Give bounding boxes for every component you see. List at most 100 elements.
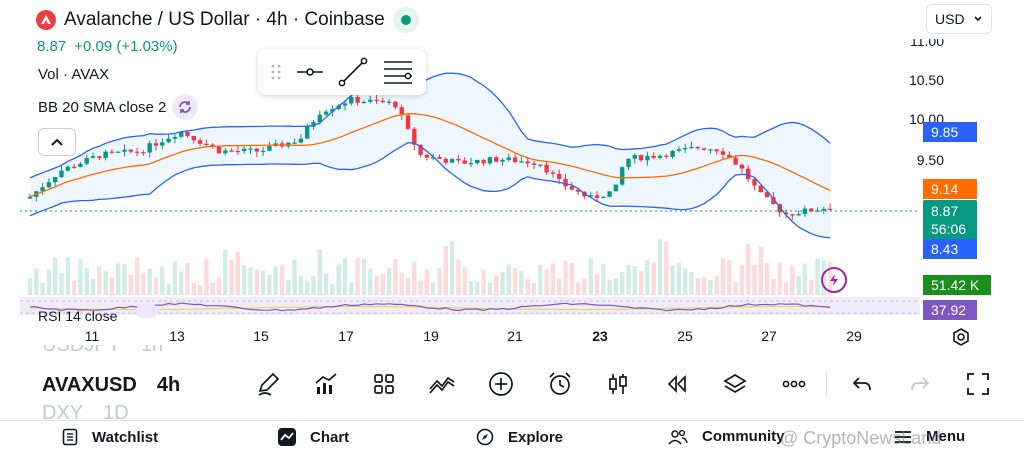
symbol-item[interactable]: USDJPY 1h bbox=[42, 345, 182, 359]
nav-community[interactable]: Community bbox=[668, 428, 785, 445]
candle-body bbox=[544, 164, 549, 173]
volume-bar bbox=[197, 284, 203, 295]
candle-body bbox=[771, 197, 776, 205]
volume-tag: 51.42 K bbox=[923, 275, 991, 295]
volume-bar bbox=[525, 279, 530, 295]
rsi-legend[interactable]: RSI 14 close bbox=[38, 308, 118, 324]
bb-upper-line bbox=[29, 72, 831, 179]
rsi-pane-background bbox=[20, 297, 920, 315]
layers-icon[interactable] bbox=[719, 368, 751, 400]
candle-body bbox=[689, 147, 694, 149]
bb-basis-line bbox=[29, 113, 831, 198]
volume-bar bbox=[462, 267, 467, 295]
candle-body bbox=[739, 164, 745, 169]
nav-explore[interactable]: Explore bbox=[476, 428, 563, 446]
price-tick: 10.50 bbox=[908, 72, 944, 88]
volume-bar bbox=[494, 275, 499, 295]
volume-bar bbox=[242, 265, 247, 295]
watermark-text: @ CryptoNewsLand bbox=[780, 428, 942, 448]
rsi-refresh-icon[interactable] bbox=[136, 304, 158, 318]
candle-body bbox=[128, 149, 133, 152]
volume-bar bbox=[802, 263, 808, 295]
candle-body bbox=[500, 159, 505, 162]
indicators-icon[interactable] bbox=[310, 368, 342, 400]
candle-body bbox=[78, 163, 83, 167]
toolbar-divider bbox=[826, 370, 827, 398]
volume-bar bbox=[267, 274, 272, 295]
fullscreen-icon[interactable] bbox=[962, 368, 994, 400]
candle-body bbox=[758, 185, 763, 193]
horizontal-ray-icon[interactable] bbox=[296, 65, 324, 79]
alert-clock-icon[interactable] bbox=[544, 368, 576, 400]
candle-body bbox=[40, 187, 45, 192]
candle-body bbox=[71, 166, 77, 168]
more-icon[interactable] bbox=[778, 368, 810, 400]
volume-bar bbox=[588, 258, 593, 295]
candle-body bbox=[683, 147, 688, 150]
nav-chart[interactable]: Chart bbox=[278, 428, 349, 446]
market-open-status-icon[interactable] bbox=[392, 7, 419, 33]
volume-bar bbox=[248, 267, 253, 295]
volume-bar bbox=[701, 277, 707, 295]
candle-body bbox=[116, 151, 121, 153]
volume-bar bbox=[431, 282, 436, 295]
nav-watchlist[interactable]: Watchlist bbox=[62, 428, 158, 446]
undo-icon[interactable] bbox=[846, 368, 878, 400]
volume-bar bbox=[594, 273, 600, 295]
symbol-item[interactable]: DXY 1D bbox=[42, 401, 129, 421]
candle-body bbox=[519, 161, 524, 163]
symbol-title[interactable]: Avalanche / US Dollar · 4h · Coinbase bbox=[64, 9, 385, 30]
volume-bar bbox=[500, 272, 505, 295]
redo-icon[interactable] bbox=[904, 368, 936, 400]
drawing-toolbar[interactable] bbox=[258, 49, 426, 95]
volume-bar bbox=[317, 249, 322, 295]
symbol-switcher[interactable]: USDJPY 1h AVAXUSD 4h DXY 1D bbox=[42, 345, 182, 420]
currency-select[interactable]: USD bbox=[926, 4, 992, 34]
rsi-ma-line bbox=[29, 306, 831, 310]
bollinger-legend[interactable]: BB 20 SMA close 2 bbox=[38, 94, 199, 120]
candle-body bbox=[248, 148, 253, 150]
candle-body bbox=[783, 212, 789, 215]
refresh-icon[interactable] bbox=[172, 94, 199, 120]
candle-body bbox=[292, 142, 297, 144]
layouts-icon[interactable] bbox=[368, 368, 400, 400]
candle-body bbox=[708, 149, 713, 151]
candles-icon[interactable] bbox=[602, 368, 634, 400]
drag-handle-icon[interactable] bbox=[271, 63, 281, 81]
symbol-legend[interactable]: Avalanche / US Dollar · 4h · Coinbase bbox=[36, 7, 419, 33]
date-label: 17 bbox=[338, 328, 354, 344]
add-icon[interactable] bbox=[485, 368, 517, 400]
trend-line-icon[interactable] bbox=[338, 57, 368, 87]
community-icon bbox=[668, 429, 688, 445]
volume-bar bbox=[355, 257, 360, 295]
volume-bar bbox=[582, 278, 587, 295]
last-price-value: 8.87 bbox=[931, 203, 959, 219]
volume-bar bbox=[626, 265, 631, 295]
volume-bar bbox=[657, 239, 663, 295]
alert-lightning-icon[interactable] bbox=[821, 267, 847, 293]
volume-bar bbox=[229, 259, 234, 295]
candle-body bbox=[481, 159, 486, 164]
candle-body bbox=[657, 155, 663, 158]
volume-bar bbox=[544, 269, 549, 295]
volume-bar bbox=[418, 280, 423, 295]
candle-body bbox=[368, 99, 373, 102]
candle-body bbox=[601, 196, 606, 199]
pencil-icon[interactable] bbox=[252, 368, 284, 400]
chart-settings-icon[interactable] bbox=[948, 324, 974, 350]
fib-lines-icon[interactable] bbox=[383, 58, 413, 86]
volume-bar bbox=[752, 264, 757, 295]
volume-bar bbox=[336, 264, 341, 295]
patterns-icon[interactable] bbox=[426, 368, 458, 400]
collapse-legend-button[interactable] bbox=[38, 128, 76, 156]
symbol-item-active[interactable]: AVAXUSD 4h bbox=[42, 373, 181, 396]
volume-bar bbox=[519, 271, 524, 295]
volume-legend[interactable]: Vol · AVAX bbox=[38, 66, 110, 83]
volume-bar bbox=[538, 264, 543, 295]
price-chart[interactable] bbox=[0, 0, 920, 325]
candle-body bbox=[695, 147, 700, 149]
replay-icon[interactable] bbox=[661, 368, 693, 400]
candle-body bbox=[122, 149, 127, 152]
nav-menu[interactable]: Menu bbox=[894, 428, 965, 445]
volume-bar bbox=[172, 261, 178, 295]
